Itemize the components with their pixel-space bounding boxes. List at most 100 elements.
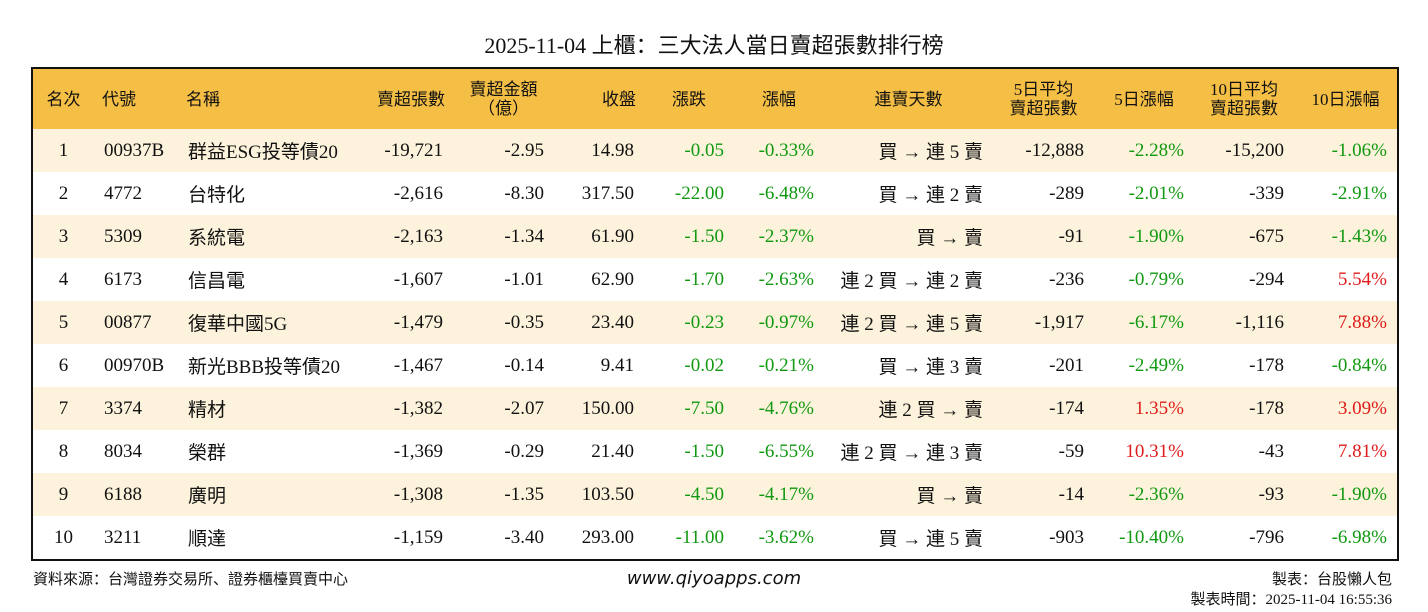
header-cell: 連賣天數 [824,68,993,129]
table-cell: 台特化 [188,185,246,206]
table-cell: 連 2 買 → 連 2 賣 [840,271,983,292]
table-cell: 新光BBB投等債20 [188,357,341,378]
header-cell: 賣超金額 （億） [453,68,554,129]
header-cell: 收盤 [554,68,644,129]
table-cell: -294 [1249,268,1284,290]
table-cell: 293.00 [581,526,634,548]
table-cell: -1,369 [393,440,443,462]
table-cell: 23.40 [591,311,634,333]
table-cell: 9.41 [600,354,634,376]
header-cell: 漲跌 [644,68,734,129]
table-cell: 150.00 [581,397,634,419]
table-row: 9 6188 廣明 -1,308 -1.35 103.50 -4.50 -4.17% 買 → 賣… [32,473,1398,516]
table-row: 1 00937B 群益ESG投等債20 -19,721 -2.95 14.98 -0.05 -… [32,129,1398,172]
table-row: 5 00877 復華中國5G -1,479 -0.35 23.40 -0.23 -0.97% 連… [32,301,1398,344]
table-cell: -6.48% [758,182,814,204]
table-cell: 連 2 買 → 連 3 賣 [840,443,983,464]
header-row: 名次 代號 名稱 賣超張數 賣超金額 （億） 收盤 漲跌 漲幅 連賣天數 5日平均 賣超張數 5日漲… [32,68,1398,129]
table-cell: -10.40% [1119,526,1184,548]
table-cell: 3374 [104,397,142,419]
table-cell: -1.90% [1128,225,1184,247]
table-cell: 4772 [104,182,142,204]
table-cell: -1.34 [504,225,544,247]
header-cell: 代號 [94,68,178,129]
table-cell: -2.28% [1128,139,1184,161]
table-cell: 10 [54,526,73,548]
table-cell: 買 → 連 3 賣 [878,357,983,378]
header-cell: 名次 [32,68,94,129]
table-cell: 信昌電 [188,271,246,292]
table-cell: -22.00 [674,182,724,204]
table-cell: 系統電 [188,228,246,249]
table-cell: -6.98% [1331,526,1387,548]
table-row: 2 4772 台特化 -2,616 -8.30 317.50 -22.00 -6.48% 買 →… [32,172,1398,215]
table-cell: 買 → 賣 [916,486,983,507]
table-cell: -6.17% [1128,311,1184,333]
table-cell: 3.09% [1337,397,1387,419]
table-cell: -796 [1249,526,1284,548]
table-cell: 1.35% [1134,397,1184,419]
ranking-table: 名次 代號 名稱 賣超張數 賣超金額 （億） 收盤 漲跌 漲幅 連賣天數 5日平均 賣超張數 5日漲… [31,67,1399,561]
table-cell: 317.50 [581,182,634,204]
table-cell: -2.95 [504,139,544,161]
table-cell: -1,308 [393,483,443,505]
header-cell: 10日平均 賣超張數 [1194,68,1294,129]
table-cell: -2.49% [1128,354,1184,376]
table-cell: 復華中國5G [188,314,288,335]
table-cell: -59 [1058,440,1084,462]
table-cell: -2,163 [393,225,443,247]
table-cell: 7 [58,397,69,419]
table-cell: -15,200 [1225,139,1284,161]
table-cell: -3.62% [758,526,814,548]
table-cell: -2.37% [758,225,814,247]
table-cell: 買 → 賣 [916,228,983,249]
table-cell: -2.91% [1331,182,1387,204]
table-cell: -2.63% [758,268,814,290]
table-cell: 廣明 [188,486,227,507]
table-row: 6 00970B 新光BBB投等債20 -1,467 -0.14 9.41 -0.02 -0.… [32,344,1398,387]
table-cell: 5 [58,311,69,333]
table-cell: 4 [58,268,69,290]
table-cell: 9 [58,483,69,505]
table-cell: 14.98 [591,139,634,161]
table-cell: 買 → 連 5 賣 [878,529,983,550]
table-cell: -19,721 [384,139,443,161]
header-cell: 10日漲幅 [1294,68,1398,129]
table-cell: -3.40 [504,526,544,548]
table-body: 1 00937B 群益ESG投等債20 -19,721 -2.95 14.98 -0.05 -… [32,129,1398,560]
table-cell: 3 [58,225,69,247]
table-cell: -903 [1049,526,1084,548]
source: 資料來源：台灣證券交易所、證券櫃檯買賣中心 [33,572,349,588]
title: 2025-11-04 上櫃：三大法人當日賣超張數排行榜 [484,33,944,58]
table-cell: 8034 [104,440,142,462]
table-cell: -0.97% [758,311,814,333]
table-cell: 00877 [104,311,152,333]
table-cell: -0.33% [758,139,814,161]
table-cell: 6173 [104,268,142,290]
table-cell: -0.21% [758,354,814,376]
table-cell: -1,159 [393,526,443,548]
table-cell: 買 → 連 2 賣 [878,185,983,206]
table-cell: 00970B [104,354,165,376]
table-cell: -91 [1058,225,1084,247]
table-cell: -1.01 [504,268,544,290]
table-cell: 連 2 買 → 連 5 賣 [840,314,983,335]
table-cell: -1,467 [393,354,443,376]
table-cell: -1,116 [1235,311,1284,333]
table-cell: -93 [1258,483,1284,505]
table-cell: 6188 [104,483,142,505]
table-cell: -675 [1249,225,1284,247]
table-cell: -0.29 [504,440,544,462]
table-cell: -289 [1049,182,1084,204]
maker: 製表：台股懶人包 [1271,572,1392,588]
table-cell: 順達 [188,529,227,550]
table-cell: -0.35 [504,311,544,333]
table-cell: 62.90 [591,268,634,290]
table-cell: -1,917 [1034,311,1084,333]
table-cell: 2 [58,182,69,204]
table-cell: -339 [1249,182,1284,204]
table-cell: 5309 [104,225,142,247]
table-cell: -43 [1258,440,1284,462]
table-cell: 精材 [188,400,227,421]
table-cell: -4.76% [758,397,814,419]
